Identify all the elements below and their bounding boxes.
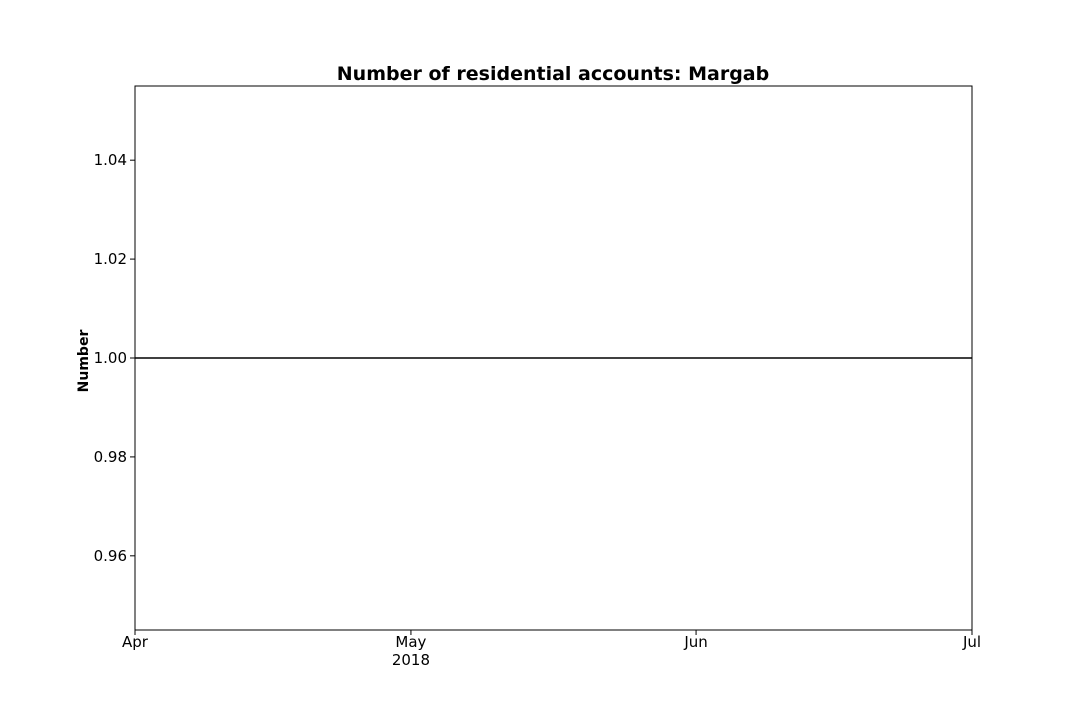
y-axis: 0.96 0.98 1.00 1.02 1.04 [94, 151, 135, 565]
x-tick-label: Apr [122, 633, 149, 651]
y-tick-label: 1.04 [94, 151, 127, 169]
x-tick-label: Jul [962, 633, 981, 651]
y-tick-label: 1.02 [94, 250, 127, 268]
x-tick-year-label: 2018 [392, 651, 430, 669]
y-axis-label: Number [76, 330, 92, 393]
x-tick-label: May [395, 633, 426, 651]
y-tick-label: 1.00 [94, 349, 127, 367]
chart-title: Number of residential accounts: Margab [337, 63, 769, 85]
y-tick-label: 0.98 [94, 448, 127, 466]
y-tick-label: 0.96 [94, 547, 127, 565]
x-tick-label: Jun [683, 633, 707, 651]
